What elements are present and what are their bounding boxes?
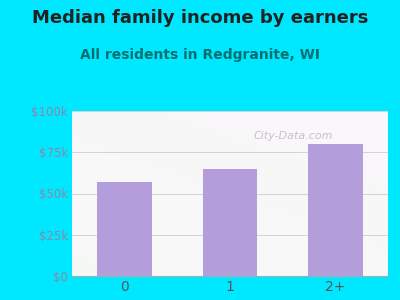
Bar	[97, 182, 152, 276]
Bar	[203, 169, 257, 276]
Bar	[308, 144, 363, 276]
Text: All residents in Redgranite, WI: All residents in Redgranite, WI	[80, 48, 320, 62]
Text: Median family income by earners: Median family income by earners	[32, 9, 368, 27]
Text: City-Data.com: City-Data.com	[254, 131, 333, 141]
